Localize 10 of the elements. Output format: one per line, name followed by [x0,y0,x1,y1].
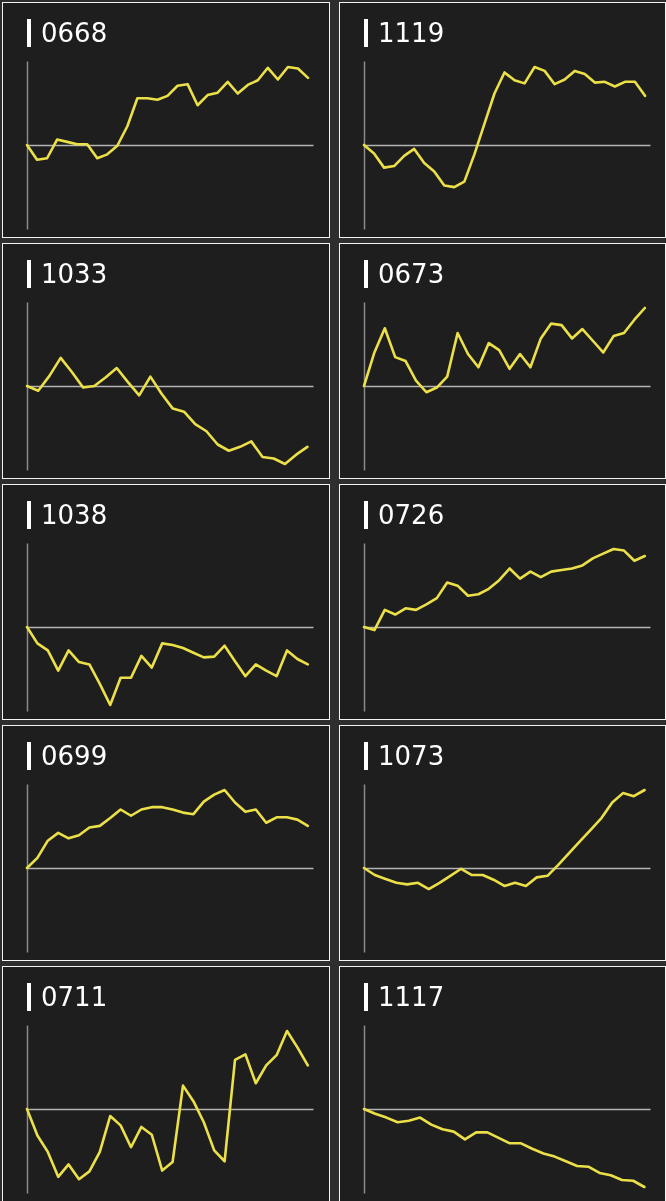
chart-title: 0668 [41,18,108,48]
chart-title: 1033 [41,259,108,289]
chart-title: 0726 [378,500,445,530]
chart-title: 1073 [378,741,445,771]
chart-title: 1117 [378,982,445,1012]
chart-title: 0673 [378,259,445,289]
chart-title: 0711 [41,982,108,1012]
chart-title: 1038 [41,500,108,530]
chart-title: 1119 [378,18,445,48]
chart-title: 0699 [41,741,108,771]
